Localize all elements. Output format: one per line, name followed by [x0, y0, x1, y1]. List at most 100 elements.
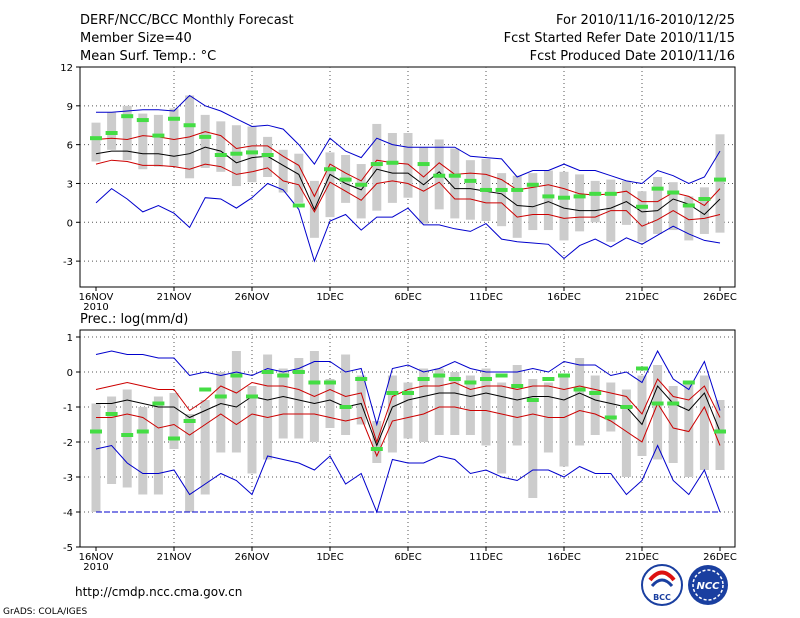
- mode-marker: [105, 131, 118, 135]
- mode-marker: [589, 191, 602, 196]
- mode-marker: [136, 429, 149, 434]
- x-tick-label: 6DEC: [394, 292, 421, 303]
- spread-box: [559, 375, 569, 467]
- mode-marker: [698, 197, 711, 201]
- x-tick-year: 2010: [83, 302, 108, 313]
- spread-box: [668, 386, 678, 463]
- mode-marker: [246, 150, 258, 155]
- spread-box: [465, 375, 475, 435]
- mode-marker: [370, 162, 383, 167]
- spread-box: [684, 196, 694, 241]
- x-tick-label: 16NOV: [79, 292, 114, 303]
- spread-box: [91, 403, 101, 512]
- spread-box: [325, 379, 335, 428]
- mode-marker: [573, 387, 586, 392]
- mode-marker: [214, 394, 227, 399]
- mode-marker: [386, 391, 399, 395]
- mode-marker: [667, 401, 680, 406]
- mode-marker: [214, 153, 227, 157]
- mode-marker: [230, 151, 243, 156]
- header-title: DERF/NCC/BCC Monthly Forecast: [80, 13, 294, 28]
- mode-marker: [651, 186, 664, 191]
- spread-box: [419, 368, 429, 442]
- y-tick-label: 12: [60, 63, 73, 74]
- spread-box: [122, 105, 132, 161]
- spread-box: [200, 114, 210, 168]
- y-tick-label: 0: [67, 218, 73, 229]
- y-tick-label: -3: [63, 473, 73, 484]
- spread-box: [699, 187, 709, 234]
- mode-marker: [136, 118, 149, 123]
- mode-marker: [261, 153, 274, 157]
- mode-marker: [480, 377, 492, 381]
- mode-marker: [152, 401, 165, 406]
- spread-box: [138, 407, 148, 495]
- mode-marker: [121, 433, 134, 437]
- spread-box: [356, 375, 366, 425]
- x-tick-label: 21NOV: [157, 552, 192, 563]
- mode-marker: [558, 373, 570, 378]
- y-tick-label: -3: [63, 257, 73, 268]
- mode-marker: [682, 203, 695, 208]
- mode-marker: [121, 114, 134, 119]
- spread-box: [387, 133, 397, 203]
- spread-box: [294, 358, 304, 439]
- mode-marker: [199, 134, 212, 139]
- mode-marker: [636, 366, 648, 371]
- spread-box: [497, 173, 507, 227]
- mode-marker: [246, 394, 258, 399]
- mode-marker: [183, 123, 196, 128]
- mean-line: [96, 385, 721, 447]
- mode-marker: [261, 370, 274, 374]
- spread-box: [247, 386, 257, 474]
- spread-box: [481, 368, 491, 446]
- spread-box: [653, 177, 663, 234]
- spread-box: [668, 182, 678, 231]
- mean-line: [95, 146, 721, 216]
- x-tick-label: 6DEC: [394, 552, 421, 563]
- spread-box: [715, 134, 725, 233]
- spread-box: [434, 368, 444, 435]
- spread-box: [403, 133, 413, 198]
- spread-box: [153, 114, 163, 167]
- x-tick-year: 2010: [83, 562, 108, 573]
- x-tick-label: 26NOV: [235, 552, 270, 563]
- spread-box: [465, 160, 475, 220]
- spread-box: [528, 379, 538, 498]
- spread-box: [341, 354, 351, 435]
- spread-box: [621, 180, 631, 225]
- spread-box: [200, 400, 210, 495]
- mode-marker: [636, 204, 648, 209]
- mode-marker: [90, 429, 102, 434]
- spread-box: [169, 108, 179, 167]
- spread-box: [590, 375, 600, 435]
- mode-marker: [417, 162, 430, 167]
- min-line: [95, 182, 721, 263]
- spread-box: [512, 175, 522, 238]
- mode-marker: [230, 373, 243, 378]
- x-tick-label: 16NOV: [79, 552, 114, 563]
- p10-line: [96, 402, 721, 458]
- mode-marker: [714, 177, 726, 182]
- spread-box: [372, 123, 382, 211]
- p10-line: [95, 159, 721, 227]
- mode-marker: [448, 173, 461, 178]
- bcc-logo: BCC: [641, 564, 683, 606]
- x-tick-label: 26DEC: [703, 552, 737, 563]
- mode-marker: [448, 377, 461, 381]
- spread-box: [621, 389, 631, 477]
- spread-box: [138, 113, 148, 170]
- y-tick-label: -2: [63, 438, 73, 449]
- mode-marker: [464, 178, 477, 183]
- footer-url[interactable]: http://cmdp.ncc.cma.gov.cn: [75, 585, 242, 599]
- x-tick-label: 26DEC: [703, 292, 737, 303]
- spread-box: [278, 149, 288, 193]
- mode-marker: [589, 391, 602, 395]
- x-tick-label: 26NOV: [235, 292, 270, 303]
- mode-marker: [604, 191, 617, 196]
- mode-marker: [511, 384, 524, 388]
- mode-marker: [526, 182, 539, 187]
- spread-box: [575, 358, 585, 446]
